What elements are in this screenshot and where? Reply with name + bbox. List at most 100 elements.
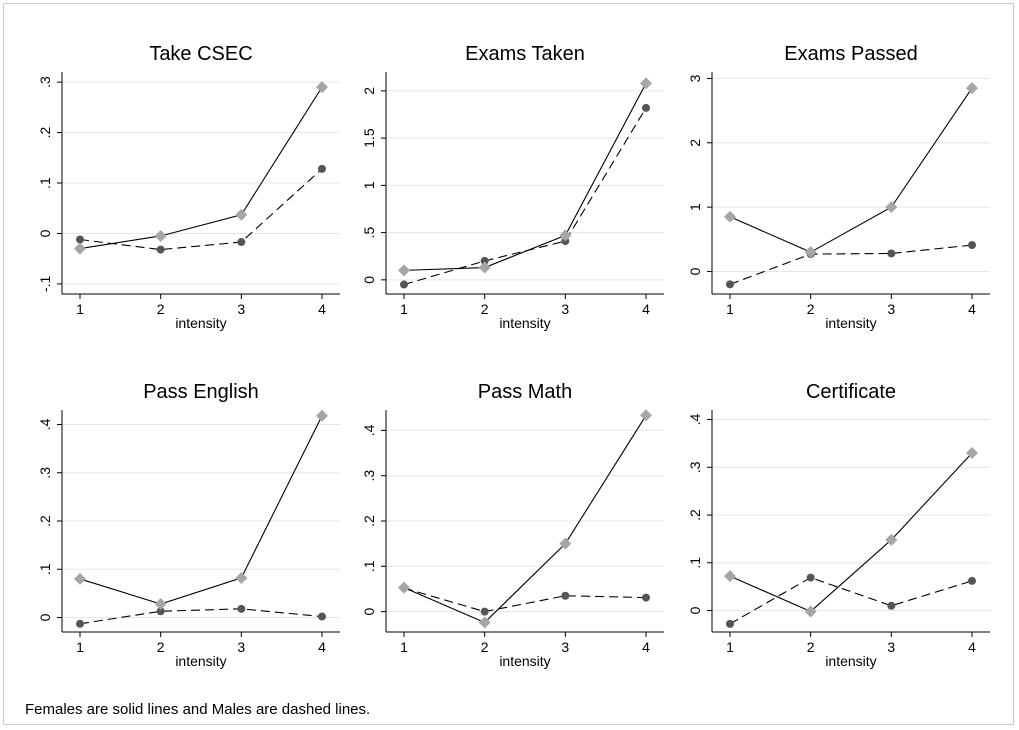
y-tick-label: .4	[361, 424, 377, 436]
x-axis-title: intensity	[499, 315, 550, 331]
males-data-point	[318, 164, 326, 173]
females-data-point	[154, 598, 167, 611]
x-tick-label: 1	[76, 301, 84, 317]
females-data-point	[966, 82, 978, 95]
females-series-line	[729, 452, 973, 613]
x-tick-label: 1	[76, 639, 84, 655]
males-series-line	[79, 168, 323, 251]
x-tick-label: 4	[642, 639, 650, 655]
males-data-point	[642, 593, 650, 602]
males-data-point	[887, 249, 896, 258]
females-data-point	[235, 571, 248, 584]
y-tick-label: .1	[687, 557, 703, 569]
x-tick-label: 4	[318, 301, 326, 317]
y-tick-label: .2	[37, 515, 53, 527]
y-tick-label: 1.5	[361, 128, 377, 148]
females-data-point	[640, 409, 652, 422]
females-series-line	[729, 87, 973, 253]
y-tick-label: .3	[37, 467, 53, 479]
males-data-point	[806, 573, 815, 582]
x-tick-label: 2	[481, 639, 489, 655]
figure-note: Females are solid lines and Males are da…	[25, 701, 371, 718]
males-data-point	[887, 601, 896, 610]
males-series-line	[403, 587, 647, 613]
x-tick-label: 1	[400, 639, 408, 655]
males-data-point	[480, 256, 489, 265]
y-tick-label: 0	[37, 613, 53, 621]
x-tick-label: 3	[887, 301, 895, 317]
chart-panel-4: Pass English 0 .1 .2 .3 .4 1 2 3 4 intensity	[37, 381, 340, 669]
females-data-point	[724, 570, 736, 583]
females-data-point	[559, 229, 572, 242]
y-tick-label: 1	[361, 181, 377, 189]
x-tick-label: 3	[237, 639, 245, 655]
females-series-line	[79, 86, 323, 250]
chart-panel-5: Pass Math 0 .1 .2 .3 .4 1 2 3 4 intensity	[361, 381, 664, 669]
y-tick-label: .2	[361, 515, 377, 527]
y-tick-label: 0	[37, 229, 53, 237]
males-series-line	[729, 576, 973, 625]
males-series-line	[729, 244, 973, 285]
y-tick-label: 0	[687, 267, 703, 275]
y-tick-label: .3	[361, 470, 377, 482]
x-axis-title: intensity	[825, 315, 876, 331]
chart-title: Pass English	[143, 381, 259, 403]
y-tick-label: .1	[37, 563, 53, 575]
males-data-point	[237, 238, 246, 247]
females-data-point	[316, 81, 328, 94]
females-data-point	[154, 229, 167, 242]
y-tick-label: 0	[361, 608, 377, 616]
chart-title: Take CSEC	[149, 43, 252, 65]
x-tick-label: 4	[968, 639, 976, 655]
chart-panel-3: Exams Passed 0 1 2 3 1 2 3 4 intensity	[687, 43, 990, 331]
y-tick-label: 0	[687, 606, 703, 614]
females-data-point	[398, 264, 410, 277]
y-tick-label: .1	[361, 560, 377, 572]
x-axis-title: intensity	[175, 315, 226, 331]
females-data-point	[804, 605, 817, 618]
y-tick-label: .3	[687, 461, 703, 473]
males-data-point	[76, 619, 84, 628]
y-tick-label: 2	[361, 87, 377, 95]
males-data-point	[400, 280, 408, 289]
females-series-line	[79, 415, 323, 605]
x-tick-label: 2	[481, 301, 489, 317]
x-tick-label: 4	[642, 301, 650, 317]
chart-title: Exams Passed	[784, 43, 917, 65]
males-series-line	[403, 107, 647, 286]
females-data-point	[478, 616, 491, 629]
chart-title: Certificate	[806, 381, 896, 403]
x-axis-title: intensity	[825, 653, 876, 669]
y-tick-label: 2	[687, 139, 703, 147]
x-tick-label: 3	[561, 301, 569, 317]
x-tick-label: 2	[157, 301, 165, 317]
chart-title: Exams Taken	[465, 43, 585, 65]
females-data-point	[316, 409, 328, 422]
y-tick-label: 1	[687, 203, 703, 211]
y-tick-label: .4	[687, 414, 703, 426]
y-tick-label: .1	[37, 177, 53, 189]
x-tick-label: 3	[887, 639, 895, 655]
y-tick-label: 0	[361, 276, 377, 284]
females-data-point	[724, 210, 736, 223]
females-data-point	[804, 246, 817, 259]
males-data-point	[561, 591, 570, 600]
chart-panel-6: Certificate 0 .1 .2 .3 .4 1 2 3 4 intensity	[687, 381, 990, 669]
x-tick-label: 1	[400, 301, 408, 317]
y-tick-label: .2	[37, 126, 53, 138]
y-tick-label: .5	[361, 227, 377, 239]
males-data-point	[726, 619, 734, 628]
males-data-point	[968, 576, 976, 585]
x-axis-title: intensity	[499, 653, 550, 669]
females-series-line	[403, 415, 647, 624]
females-data-point	[74, 572, 86, 585]
females-data-point	[74, 242, 86, 255]
males-data-point	[76, 235, 84, 244]
figure-frame	[3, 3, 1014, 725]
y-tick-label: .3	[37, 76, 53, 88]
y-tick-label: .4	[37, 418, 53, 430]
x-tick-label: 1	[726, 639, 734, 655]
x-axis-title: intensity	[175, 653, 226, 669]
